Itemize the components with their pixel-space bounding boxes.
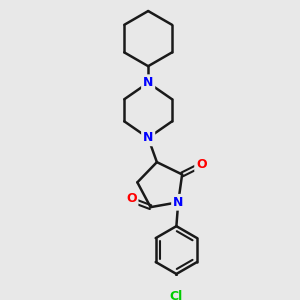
Text: Cl: Cl [170, 290, 183, 300]
Text: N: N [143, 76, 153, 89]
Text: N: N [173, 196, 183, 209]
Text: O: O [196, 158, 207, 171]
Text: N: N [143, 131, 153, 144]
Text: O: O [126, 192, 136, 206]
